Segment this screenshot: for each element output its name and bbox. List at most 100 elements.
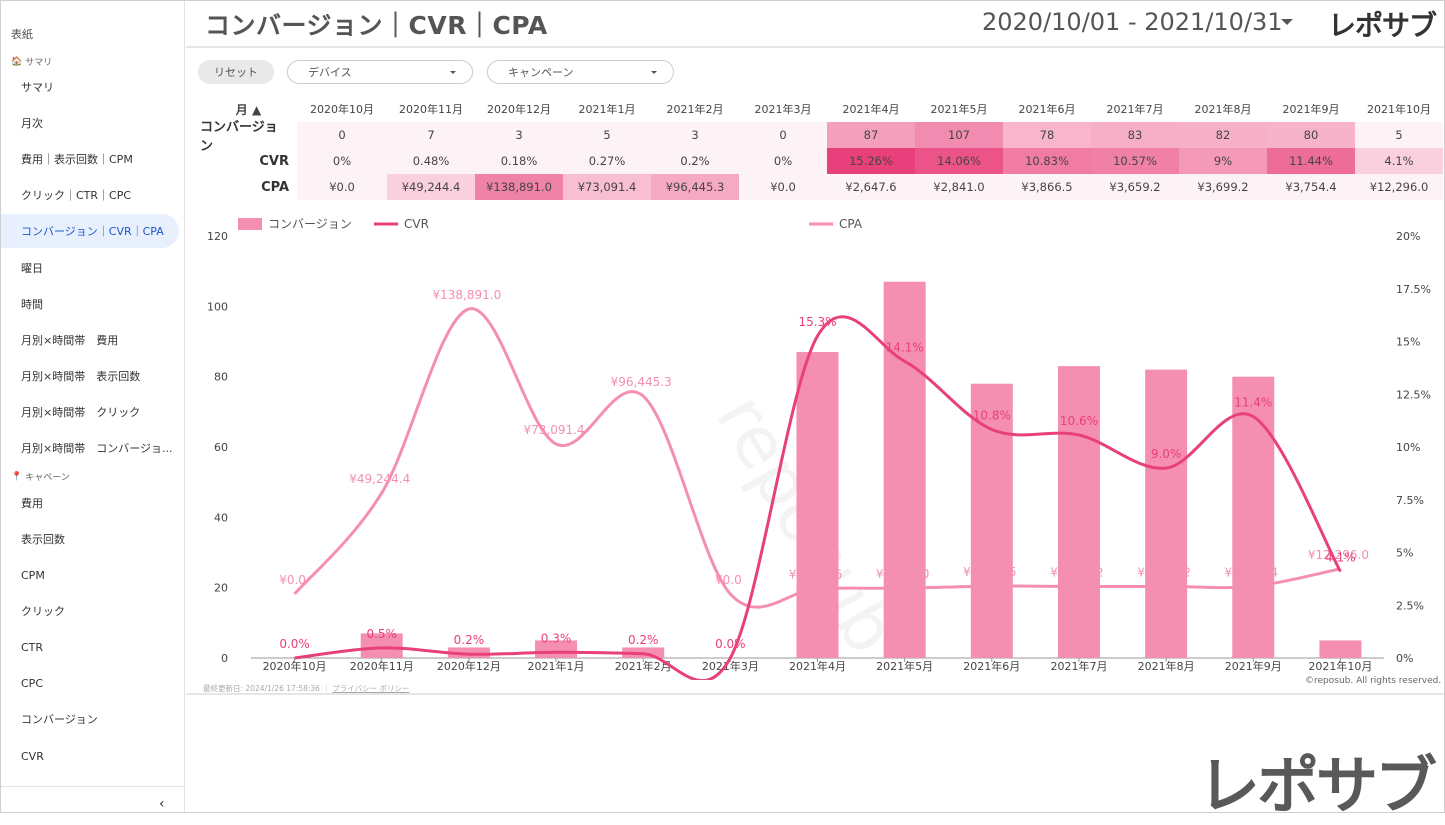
table-cell: ¥3,866.5: [1003, 174, 1091, 200]
cvr-data-label: 0.2%: [628, 633, 659, 647]
column-header: 2021年4月: [842, 103, 900, 116]
sidebar-item-10[interactable]: 月別×時間帯 クリック: [21, 406, 141, 419]
sidebar-item-3[interactable]: 費用｜表示回数｜CPM: [21, 153, 133, 166]
report-bottom-divider: [186, 693, 1444, 695]
collapse-sidebar-icon[interactable]: ‹: [159, 796, 165, 812]
column-header: 2021年2月: [666, 103, 724, 116]
house-icon: 🏠: [11, 56, 23, 67]
sidebar-campaign-item-8[interactable]: CVR: [21, 749, 44, 763]
column-header: 2021年7月: [1106, 103, 1164, 116]
table-cell: 0.48%: [387, 148, 475, 174]
y-left-tick-label: 20: [214, 582, 228, 595]
cvr-data-label: 15.3%: [798, 315, 836, 329]
cpa-data-label: ¥0.0: [279, 573, 306, 587]
sidebar-campaign-item-5[interactable]: CTR: [21, 640, 44, 654]
sidebar-item-9[interactable]: 月別×時間帯 表示回数: [21, 370, 141, 383]
table-cell: ¥49,244.4: [387, 174, 475, 200]
y-right-tick-label: 5%: [1396, 547, 1413, 560]
sidebar-item-8[interactable]: 月別×時間帯 費用: [21, 334, 119, 347]
cvr-data-label: 0.0%: [279, 637, 310, 651]
y-right-tick-label: 15%: [1396, 336, 1420, 349]
table-cell: 82: [1179, 122, 1267, 148]
cpa-data-label: ¥3,699.2: [1137, 565, 1190, 579]
x-tick-label: 2021年6月: [963, 659, 1020, 673]
sidebar-campaign-item-6[interactable]: CPC: [21, 676, 43, 690]
chevron-down-icon[interactable]: [1281, 19, 1293, 25]
column-header: 2021年10月: [1367, 103, 1431, 116]
x-tick-label: 2020年11月: [350, 659, 414, 673]
table-cell: ¥2,647.6: [827, 174, 915, 200]
table-row: CPA ¥0.0 ¥49,244.4 ¥138,891.0 ¥73,091.4 ¥96,4…: [200, 174, 1443, 200]
cvr-data-label: 10.8%: [973, 408, 1011, 422]
combo-chart: reposubコンバージョンCVRCPA0204060801001200%2.5…: [207, 217, 1431, 680]
sidebar-item-5[interactable]: コンバージョン｜CVR｜CPA: [1, 214, 179, 248]
cpa-data-label: ¥138,891.0: [433, 288, 502, 302]
sidebar-campaign-item-1[interactable]: 費用: [21, 497, 43, 510]
sidebar-campaign-item-7[interactable]: コンバージョン: [21, 713, 98, 726]
table-cell: 0.18%: [475, 148, 563, 174]
table-cell: 107: [915, 122, 1003, 148]
page-title: コンバージョン｜CVR｜CPA: [205, 11, 548, 40]
sidebar-item-11[interactable]: 月別×時間帯 コンバージョ...: [21, 442, 173, 455]
cpa-data-label: ¥3,659.2: [1050, 565, 1103, 579]
cvr-data-label: 9.0%: [1151, 447, 1182, 461]
table-cell: 0: [297, 122, 387, 148]
sidebar-item-6[interactable]: 曜日: [21, 262, 43, 275]
y-right-tick-label: 12.5%: [1396, 388, 1431, 401]
bar-conversion: [1057, 366, 1100, 658]
legend-label-cvr: CVR: [404, 217, 429, 231]
table-cell: ¥12,296.0: [1355, 174, 1443, 200]
sidebar-item-7[interactable]: 時間: [21, 298, 43, 311]
cpa-data-label: ¥2,841.0: [876, 567, 929, 581]
column-header: 2021年5月: [930, 103, 988, 116]
table-row: コンバージョン 0 7 3 5 3 0 87 107 78 83 82 80 5: [200, 120, 1443, 154]
table-cell: 83: [1091, 122, 1179, 148]
cvr-data-label: 11.4%: [1234, 396, 1272, 410]
sidebar-item-1[interactable]: サマリ: [21, 81, 54, 94]
cpa-data-label: ¥96,445.3: [611, 375, 672, 389]
table-header-row: 月 ▲ 2020年10月 2020年11月 2020年12月 2021年1月 2021年2…: [200, 96, 1443, 122]
campaign-filter[interactable]: キャンペーン: [487, 60, 674, 84]
sidebar-item-4[interactable]: クリック｜CTR｜CPC: [21, 189, 132, 202]
table-cell: 80: [1267, 122, 1355, 148]
month-sort-header[interactable]: 月 ▲: [235, 102, 262, 117]
table-cell: ¥0.0: [739, 174, 827, 200]
bar-conversion: [1232, 376, 1275, 658]
table-cell: 3: [475, 122, 563, 148]
bar-conversion: [883, 281, 926, 658]
table-cell: ¥2,841.0: [915, 174, 1003, 200]
x-tick-label: 2021年9月: [1225, 659, 1282, 673]
x-tick-label: 2021年10月: [1308, 659, 1372, 673]
bar-conversion: [360, 633, 403, 658]
y-left-tick-label: 80: [214, 371, 228, 384]
sidebar-item-2[interactable]: 月次: [21, 117, 43, 130]
privacy-policy-link[interactable]: プライバシー ポリシー: [332, 684, 410, 693]
y-right-tick-label: 7.5%: [1396, 494, 1424, 507]
line-cpa: [293, 307, 1341, 609]
cvr-data-label: 0.3%: [541, 631, 572, 645]
x-tick-label: 2020年12月: [437, 659, 501, 673]
bar-conversion: [1145, 369, 1188, 658]
brand-logo-large: レポサブ: [1198, 749, 1437, 822]
y-left-tick-label: 40: [214, 511, 228, 524]
reset-button[interactable]: リセット: [198, 60, 274, 84]
table-cell: 15.26%: [827, 148, 915, 174]
table-cell: 78: [1003, 122, 1091, 148]
sidebar-campaign-item-2[interactable]: 表示回数: [21, 533, 65, 546]
x-tick-label: 2020年10月: [263, 659, 327, 673]
sidebar: 表紙 🏠 サマリ サマリ 月次 費用｜表示回数｜CPM クリック｜CTR｜CPC コンバー…: [1, 1, 185, 812]
x-tick-label: 2021年7月: [1050, 659, 1107, 673]
sidebar-cover-link[interactable]: 表紙: [11, 28, 33, 41]
date-range-picker[interactable]: 2020/10/01 - 2021/10/31: [982, 8, 1283, 36]
dropdown-caret-icon: [651, 71, 657, 74]
header-divider: [186, 46, 1444, 48]
table-cell: 9%: [1179, 148, 1267, 174]
table-cell: 14.06%: [915, 148, 1003, 174]
sidebar-campaign-item-3[interactable]: CPM: [21, 568, 45, 582]
table-cell: ¥3,754.4: [1267, 174, 1355, 200]
sidebar-campaign-item-4[interactable]: クリック: [21, 605, 65, 618]
table-cell: 0: [739, 122, 827, 148]
column-header: 2021年3月: [754, 103, 812, 116]
device-filter[interactable]: デバイス: [287, 60, 473, 84]
table-cell: 10.57%: [1091, 148, 1179, 174]
